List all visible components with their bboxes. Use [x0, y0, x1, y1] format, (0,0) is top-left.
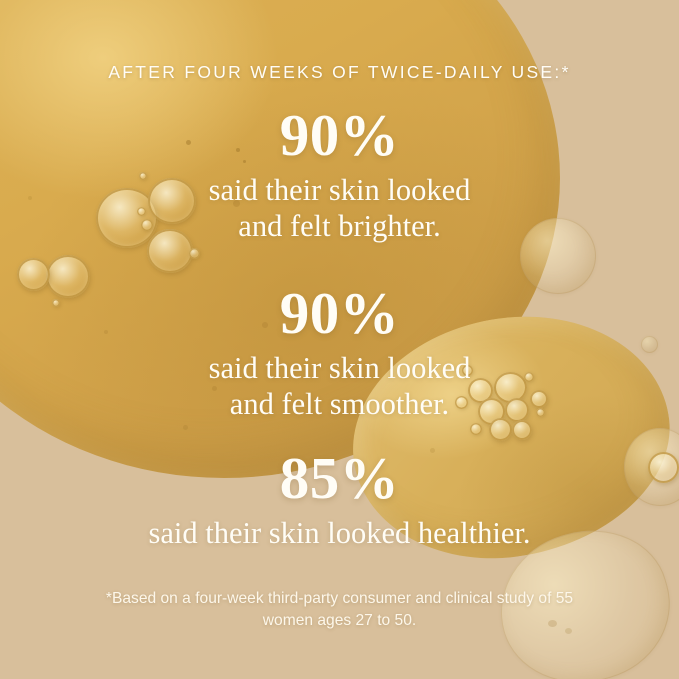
claim-3-percent: 85%	[279, 445, 400, 511]
claim-block-healthier: 85% said their skin looked healthier.	[0, 449, 679, 551]
claim-block-brighter: 90% said their skin looked and felt brig…	[0, 106, 679, 245]
claim-1-line-2: and felt brighter.	[238, 209, 441, 244]
claim-block-smoother: 90% said their skin looked and felt smoo…	[0, 284, 679, 423]
claim-1-line-1: said their skin looked	[208, 173, 471, 207]
claim-2-line-2: and felt smoother.	[229, 387, 450, 422]
footnote-line-1: *Based on a four-week third-party consum…	[105, 590, 574, 607]
claim-1-percent: 90%	[279, 102, 400, 168]
claim-3-line-1: said their skin looked healthier.	[148, 516, 531, 550]
claim-2-percent: 90%	[279, 280, 400, 346]
claim-2-line-1: said their skin looked	[208, 351, 471, 385]
footnote-line-2: women ages 27 to 50.	[262, 612, 417, 630]
footnote-disclaimer: *Based on a four-week third-party consum…	[52, 588, 628, 632]
eyebrow-heading: AFTER FOUR WEEKS OF TWICE-DAILY USE:*	[108, 62, 571, 82]
